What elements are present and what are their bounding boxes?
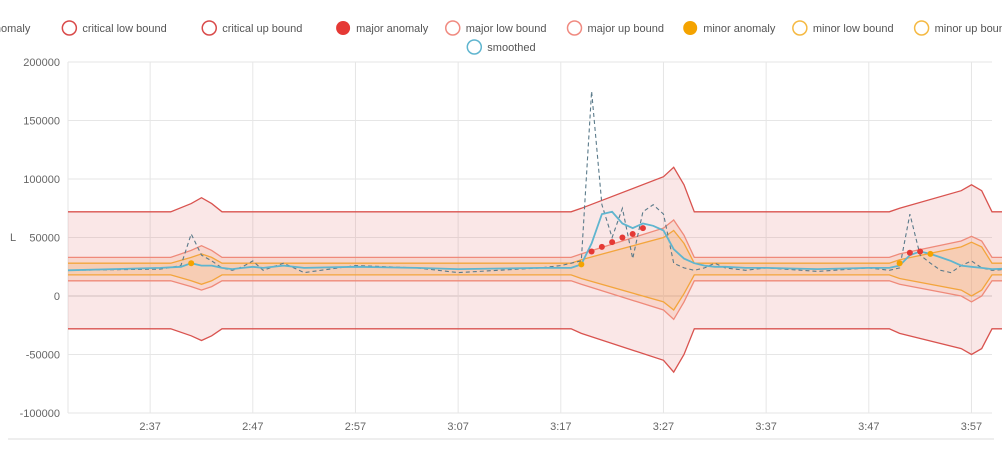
series-lines (67, 91, 1002, 274)
y-tick-label: 150000 (23, 116, 60, 128)
legend-label: critical up bound (222, 23, 302, 35)
x-tick-label: 2:47 (242, 421, 263, 433)
smoothed-series-line (67, 210, 1002, 272)
minor-low-bound-marker (792, 20, 808, 36)
critical-up-bound-marker (201, 20, 217, 36)
legend-label: critical anomaly (0, 23, 31, 35)
legend-item: minor anomaly (683, 21, 776, 35)
legend-item: major anomaly (336, 21, 429, 35)
legend-item: minor up bound (913, 20, 1002, 36)
legend-item: minor low bound (792, 20, 894, 36)
legend-label: minor up bound (935, 23, 1002, 35)
major-anomaly-point (906, 249, 913, 256)
minor-anomaly-point (927, 250, 934, 257)
major-anomaly-point (609, 239, 616, 246)
minor-anomaly-point (578, 261, 585, 268)
minor-band-fill (68, 230, 1002, 310)
major-anomaly-point (598, 243, 605, 250)
x-tick-label: 2:37 (139, 421, 160, 433)
legend-label: minor low bound (813, 23, 894, 35)
legend-item: critical low bound (61, 20, 167, 36)
minor-up-bound-marker (913, 20, 930, 36)
major-anomaly-point (588, 248, 595, 255)
minor-anomaly-point (896, 260, 903, 267)
bounds-bands (68, 166, 1002, 374)
legend-item: critical anomaly (0, 23, 31, 35)
major-anomaly-point (639, 225, 646, 232)
major-anomaly-point (917, 248, 924, 255)
critical-band-fill (68, 167, 1002, 373)
minor-low-bound-line (68, 274, 1002, 311)
legend-label: critical low bound (82, 23, 166, 35)
y-tick-label: 200000 (23, 57, 60, 69)
y-tick-label: 100000 (23, 174, 60, 186)
legend: critical anomaly critical low bound critic… (0, 20, 1002, 55)
legend-label: smoothed (487, 42, 535, 54)
major-anomaly-marker (336, 21, 351, 35)
y-tick-label: -50000 (26, 350, 60, 362)
anomaly-points (188, 225, 934, 268)
x-tick-label: 2:57 (345, 421, 366, 433)
minor-up-bound-line (68, 229, 1002, 264)
legend-label: major anomaly (356, 23, 429, 35)
critical-low-bound-marker (61, 20, 78, 36)
legend-label: major low bound (466, 23, 547, 35)
x-tick-label: 3:57 (961, 421, 982, 433)
legend-item: major low bound (445, 20, 547, 36)
y-tick-label: 0 (54, 291, 60, 303)
major-band-fill (68, 220, 1002, 320)
x-tick-label: 3:27 (653, 421, 674, 433)
x-tick-label: 3:07 (447, 421, 468, 433)
legend-item: major up bound (566, 20, 664, 36)
major-up-bound-line (68, 219, 1002, 259)
legend-item: smoothed (466, 39, 536, 55)
x-tick-label: 3:37 (755, 421, 776, 433)
critical-up-bound-line (68, 166, 1002, 213)
legend-label: minor anomaly (703, 23, 776, 35)
x-tick-label: 3:47 (858, 421, 879, 433)
major-up-bound-marker (566, 20, 583, 36)
y-axis-label: L (10, 232, 16, 244)
major-anomaly-point (619, 234, 626, 241)
raw-series-line (67, 91, 1002, 274)
major-low-bound-marker (445, 20, 461, 36)
minor-anomaly-marker (683, 21, 698, 35)
minor-anomaly-point (188, 260, 195, 267)
major-low-bound-line (68, 280, 1002, 321)
y-tick-label: 50000 (29, 233, 60, 245)
critical-low-bound-line (68, 328, 1002, 374)
y-tick-label: -100000 (20, 408, 60, 420)
legend-label: major up bound (588, 23, 664, 35)
smoothed-marker (466, 39, 483, 55)
axes: 200000 150000 100000 50000 0 -50000 -100000 2:3… (8, 57, 994, 440)
x-tick-label: 3:17 (550, 421, 571, 433)
major-anomaly-point (629, 230, 636, 237)
legend-item: critical up bound (201, 20, 302, 36)
